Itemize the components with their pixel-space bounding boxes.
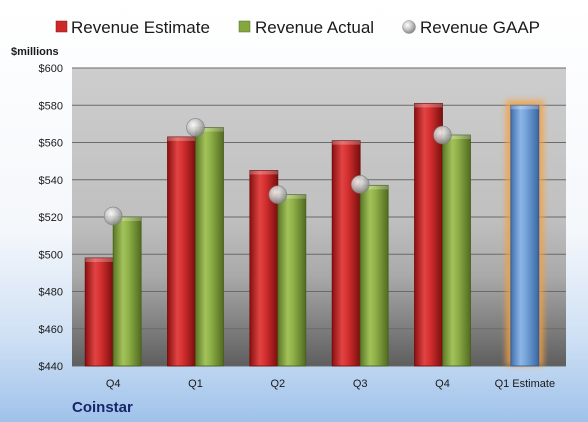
x-tick-label: Q4 — [435, 378, 450, 390]
bar-revenue-actual — [112, 216, 142, 367]
legend-swatch-revenue-estimate — [55, 20, 68, 33]
y-tick-label: $600 — [39, 63, 63, 75]
bar-revenue-estimate — [331, 140, 361, 367]
bar-revenue-estimate-top-sheen — [414, 103, 443, 108]
bar-revenue-actual-top-sheen — [360, 185, 389, 190]
company-name: Coinstar — [72, 399, 133, 416]
bar-revenue-actual — [277, 194, 307, 367]
markers-layer — [103, 118, 452, 226]
legend-label-revenue-actual: Revenue Actual — [255, 18, 374, 37]
bar-revenue-estimate-top-sheen — [85, 257, 114, 262]
x-tick-label: Q1 Estimate — [495, 378, 556, 390]
bar-revenue-actual-top-sheen — [277, 194, 306, 199]
x-tick-label: Q4 — [106, 378, 121, 390]
y-tick-label: $440 — [39, 361, 63, 373]
bar-revenue-estimate-top-sheen — [332, 140, 361, 145]
bar-revenue-estimate-top-sheen — [167, 136, 196, 141]
marker-revenue-gaap — [186, 118, 205, 137]
bar-revenue-estimate — [249, 170, 279, 367]
x-tick-label: Q2 — [270, 378, 285, 390]
legend: Revenue Estimate Revenue Actual Revenue … — [55, 18, 540, 37]
y-tick-label: $560 — [39, 138, 63, 150]
y-tick-label: $480 — [39, 287, 63, 299]
y-axis-unit-label: $millions — [11, 46, 59, 58]
legend-marker-revenue-gaap — [402, 20, 416, 34]
legend-label-revenue-gaap: Revenue GAAP — [420, 18, 540, 37]
x-tick-label: Q1 — [188, 378, 203, 390]
bar-revenue-actual-top-sheen — [113, 217, 142, 221]
legend-label-revenue-estimate: Revenue Estimate — [71, 18, 210, 37]
legend-swatch-revenue-actual — [238, 20, 251, 33]
bars-layer — [84, 100, 544, 367]
bar-revenue-estimate-top-sheen — [249, 170, 278, 175]
x-tick-label: Q3 — [353, 378, 368, 390]
bar-q1-estimate-top-sheen — [510, 105, 539, 110]
bar-revenue-actual-top-sheen — [195, 127, 224, 132]
y-tick-label: $460 — [39, 324, 63, 336]
marker-revenue-gaap — [350, 175, 370, 194]
bar-revenue-actual-top-sheen — [442, 135, 471, 140]
bar-q1-estimate — [510, 104, 540, 367]
marker-revenue-gaap — [268, 185, 288, 204]
bar-revenue-actual — [359, 184, 389, 367]
y-tick-label: $580 — [39, 100, 63, 112]
axis-layer: $440 $460 $480 $500 $520 $540 $560 $580 $600 Q4 Q1… — [39, 63, 556, 390]
y-tick-label: $540 — [39, 175, 63, 187]
marker-revenue-gaap — [103, 206, 123, 226]
bar-revenue-estimate — [167, 136, 196, 367]
bar-revenue-estimate — [414, 102, 443, 367]
marker-revenue-gaap — [433, 125, 452, 145]
y-tick-label: $500 — [39, 249, 63, 261]
bar-revenue-estimate — [84, 257, 114, 367]
y-tick-label: $520 — [39, 212, 63, 224]
bar-revenue-actual — [195, 127, 224, 367]
grid-layer — [72, 67, 566, 367]
bar-revenue-actual — [442, 134, 471, 367]
